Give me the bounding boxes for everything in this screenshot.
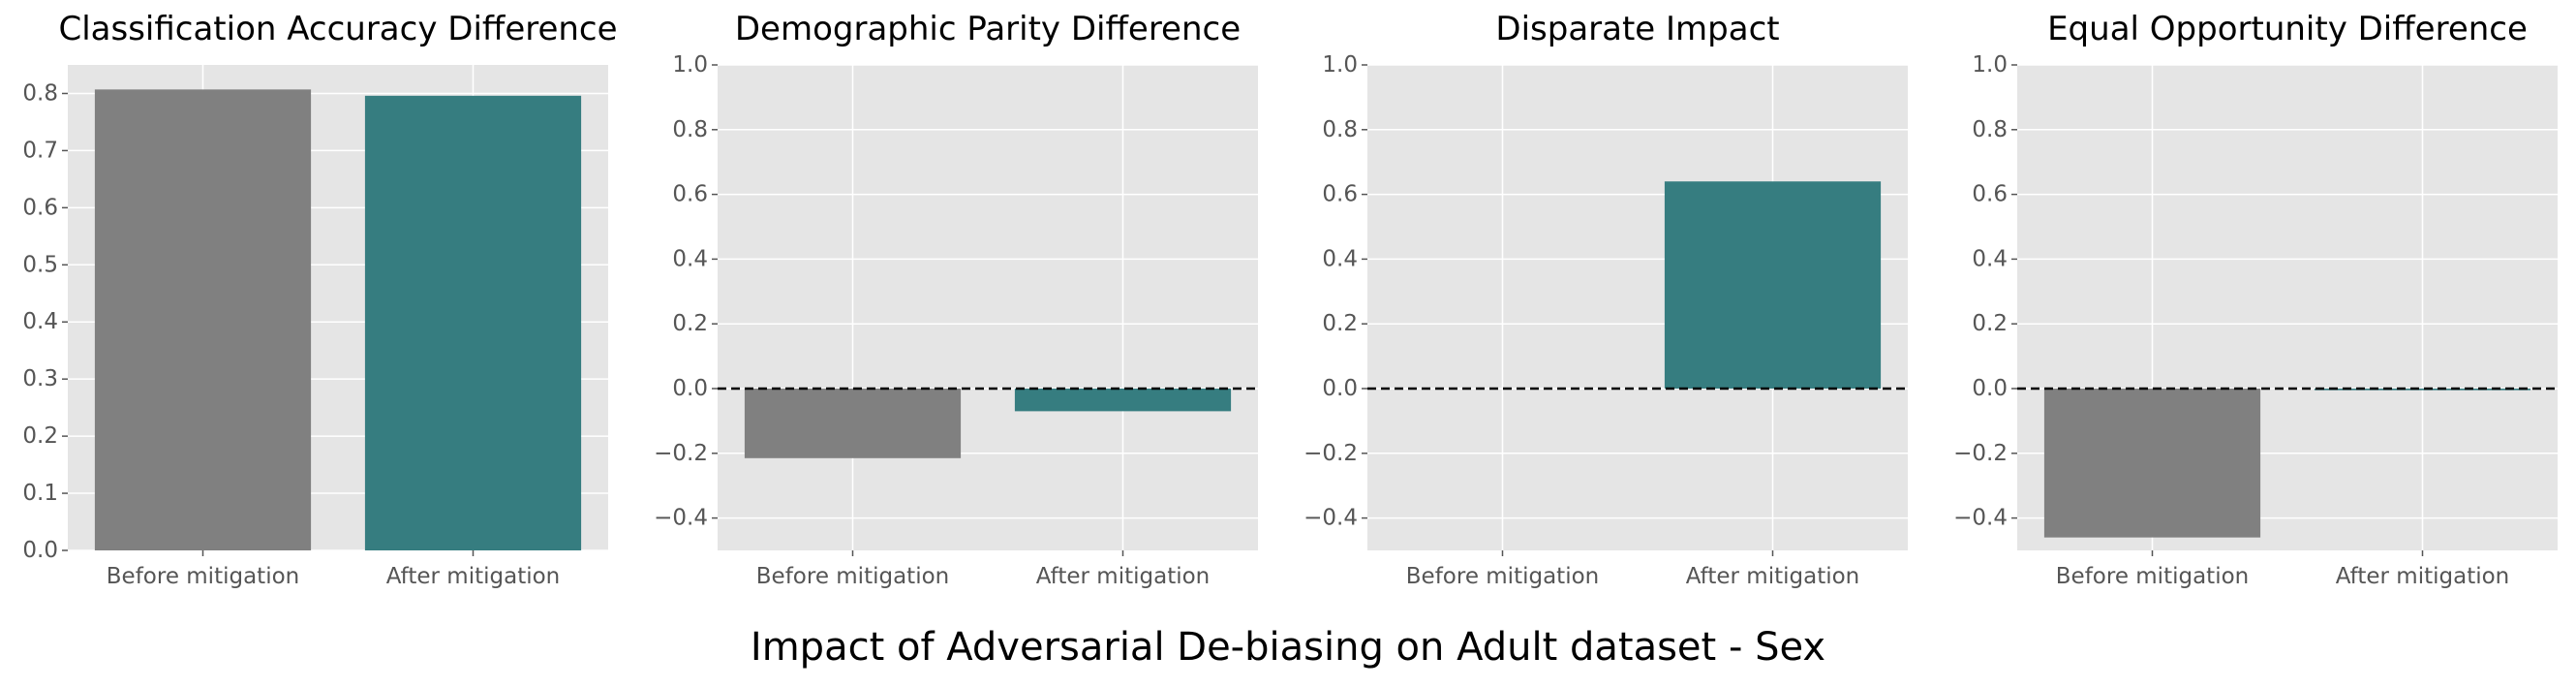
x-tick-label: After mitigation: [2336, 564, 2510, 589]
x-tick-label: Before mitigation: [1406, 564, 1599, 589]
y-tick-label: 0.1: [22, 481, 58, 506]
y-tick-label: 0.2: [22, 423, 58, 449]
panel-title-3: Disparate Impact: [1495, 10, 1779, 48]
y-tick-label: 1.0: [672, 52, 708, 78]
x-tick-label: Before mitigation: [756, 564, 949, 589]
x-tick-label: After mitigation: [1686, 564, 1860, 589]
y-tick-label: 0.2: [1972, 311, 2008, 336]
y-tick-label: 0.2: [672, 311, 708, 336]
y-tick-label: 0.8: [1322, 117, 1358, 142]
x-tick-label: After mitigation: [1036, 564, 1211, 589]
panel-title-2: Demographic Parity Difference: [735, 10, 1241, 48]
y-tick-label: 0.4: [672, 246, 708, 271]
y-tick-label: 0.8: [22, 80, 58, 106]
y-tick-label: 0.7: [22, 138, 58, 163]
x-tick-label: Before mitigation: [107, 564, 299, 589]
y-tick-label: 0.0: [672, 376, 708, 401]
y-tick-label: −0.2: [654, 441, 708, 466]
axes-background-2: [718, 65, 1258, 550]
y-tick-label: −0.2: [1303, 441, 1358, 466]
bar-before-mitigation-2: [744, 389, 962, 458]
y-tick-label: 0.0: [1972, 376, 2008, 401]
panel-title-1: Classification Accuracy Difference: [58, 10, 617, 48]
x-tick-label: Before mitigation: [2056, 564, 2249, 589]
y-tick-label: 0.6: [1972, 182, 2008, 207]
bar-after-mitigation-2: [1014, 389, 1232, 412]
bar-before-mitigation-4: [2043, 389, 2261, 538]
y-tick-label: 1.0: [1322, 52, 1358, 78]
y-tick-label: 0.0: [22, 538, 58, 563]
y-tick-label: 0.4: [1972, 246, 2008, 271]
figure: 0.0 0.1 0.2 0.3 0.4 0.5 0.6 0.7 0.8 Before mitiga…: [22, 10, 2558, 589]
y-tick-label: 0.4: [22, 309, 58, 334]
x-tick-label: After mitigation: [386, 564, 561, 589]
bar-after-mitigation-1: [364, 95, 582, 550]
figure-suptitle: Impact of Adversarial De-biasing on Adul…: [750, 625, 1826, 670]
bar-after-mitigation-4: [2314, 389, 2531, 391]
panel-title-4: Equal Opportunity Difference: [2047, 10, 2528, 48]
y-tick-label: 0.4: [1322, 246, 1358, 271]
y-tick-label: 0.6: [672, 182, 708, 207]
y-tick-label: 0.5: [22, 252, 58, 277]
y-tick-label: 1.0: [1972, 52, 2008, 78]
y-tick-label: −0.4: [1303, 506, 1358, 531]
y-tick-label: 0.0: [1322, 376, 1358, 401]
y-tick-label: 0.3: [22, 366, 58, 391]
y-tick-label: −0.2: [1953, 441, 2008, 466]
y-tick-label: 0.8: [672, 117, 708, 142]
y-tick-label: −0.4: [654, 506, 708, 531]
y-tick-label: −0.4: [1953, 506, 2008, 531]
bar-after-mitigation-3: [1664, 181, 1882, 389]
y-tick-label: 0.2: [1322, 311, 1358, 336]
y-tick-label: 0.8: [1972, 117, 2008, 142]
bar-before-mitigation-1: [94, 89, 312, 551]
y-tick-label: 0.6: [1322, 182, 1358, 207]
y-tick-label: 0.6: [22, 195, 58, 220]
